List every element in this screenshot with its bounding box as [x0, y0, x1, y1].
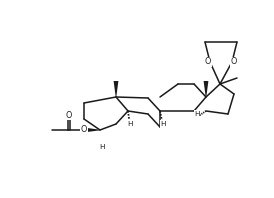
Polygon shape: [84, 128, 100, 132]
Text: H: H: [194, 111, 200, 117]
Polygon shape: [114, 81, 118, 97]
Text: O: O: [81, 125, 87, 133]
Text: O: O: [66, 110, 72, 120]
Text: H: H: [99, 144, 105, 150]
Text: O: O: [205, 57, 211, 67]
Text: O: O: [231, 57, 237, 67]
Text: H: H: [160, 121, 166, 127]
Text: H: H: [127, 121, 133, 127]
Polygon shape: [204, 81, 209, 97]
